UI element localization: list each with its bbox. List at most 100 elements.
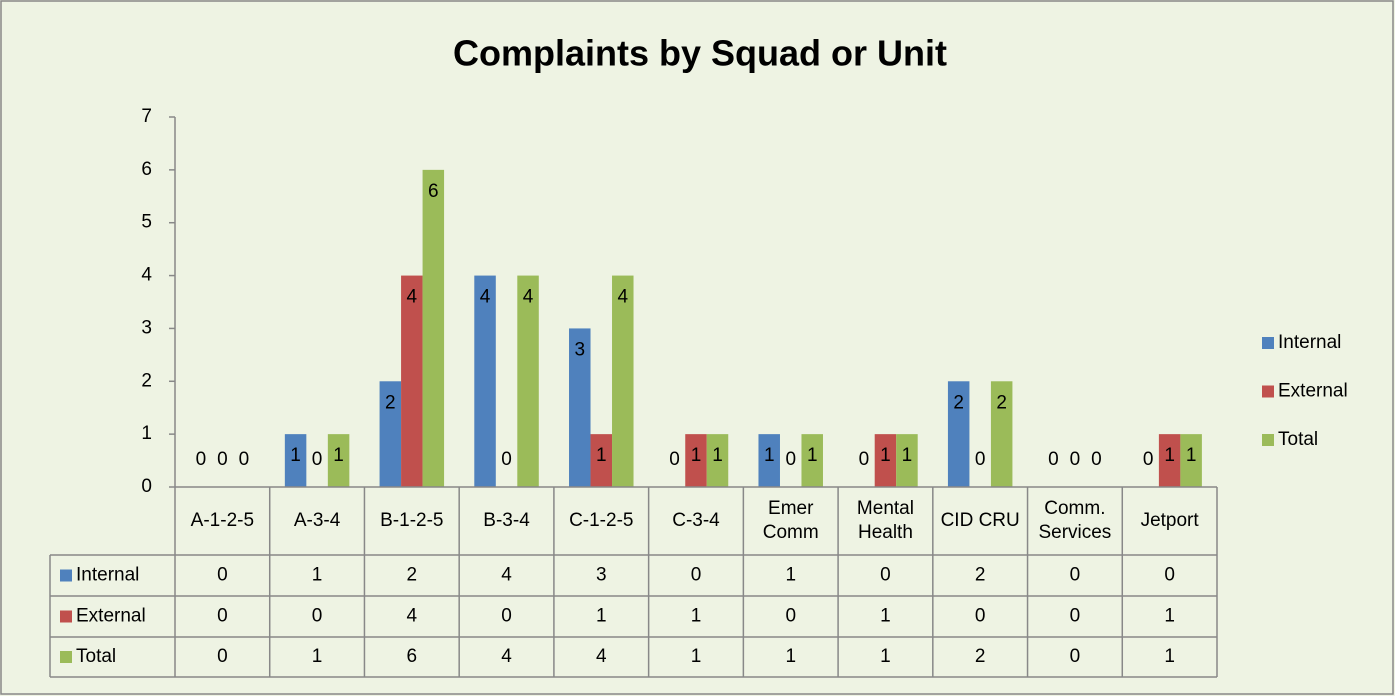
table-cell: 1: [691, 606, 702, 627]
x-tick-label: A-1-2-5: [190, 510, 255, 531]
table-cell: 1: [312, 565, 323, 586]
bar: [612, 275, 634, 487]
bar: [379, 381, 402, 487]
y-tick-label: 3: [141, 317, 152, 338]
table-cell: 0: [217, 565, 228, 586]
table-cell: 0: [785, 606, 796, 627]
table-cell: 0: [1070, 606, 1081, 627]
legend-key: [60, 569, 72, 582]
table-cell: 4: [501, 646, 512, 667]
data-label: 1: [1186, 445, 1197, 466]
data-label: 0: [859, 449, 870, 470]
x-tick-label: C-3-4: [672, 510, 720, 531]
data-label: 0: [239, 449, 250, 470]
x-tick-label: A-3-4: [293, 510, 341, 531]
table-cell: 0: [691, 565, 702, 586]
y-tick-label: 0: [141, 476, 152, 497]
bar: [1158, 434, 1181, 487]
bar: [327, 434, 350, 487]
y-tick-label: 2: [141, 370, 152, 391]
table-cell: 2: [975, 565, 986, 586]
data-label: 1: [1164, 445, 1175, 466]
data-label: 1: [712, 445, 723, 466]
table-cell: 1: [880, 606, 891, 627]
bar: [422, 169, 445, 487]
data-label: 6: [428, 181, 439, 202]
data-label: 0: [217, 449, 228, 470]
data-label: 2: [953, 392, 964, 413]
data-label: 1: [807, 445, 818, 466]
table-cell: 4: [596, 646, 607, 667]
bar: [874, 434, 897, 487]
data-label: 4: [523, 287, 534, 308]
bar: [947, 381, 970, 487]
table-cell: 0: [217, 646, 228, 667]
bar: [758, 434, 780, 487]
bar: [401, 275, 423, 487]
table-cell: 0: [312, 606, 323, 627]
data-label: 0: [1091, 449, 1102, 470]
y-tick-label: 6: [141, 159, 152, 180]
data-label: 4: [617, 287, 628, 308]
bar: [896, 434, 918, 487]
bar: [590, 434, 613, 487]
legend-label: Internal: [1278, 332, 1341, 353]
x-tick-label: C-1-2-5: [569, 510, 634, 531]
table-cell: 1: [1164, 606, 1175, 627]
row-header: External: [76, 606, 146, 627]
x-tick-label: B-3-4: [483, 510, 530, 531]
x-tick-label: Jetport: [1140, 510, 1199, 531]
data-label: 1: [764, 445, 775, 466]
table-cell: 2: [407, 565, 418, 586]
table-cell: 0: [880, 565, 891, 586]
x-tick-label: Emer Comm: [762, 498, 819, 543]
bar: [474, 275, 496, 487]
y-tick-label: 5: [141, 212, 152, 233]
data-label: 2: [385, 392, 396, 413]
legend-key: [1262, 434, 1274, 446]
bar: [284, 434, 307, 487]
data-label: 1: [596, 445, 607, 466]
data-label: 1: [691, 445, 702, 466]
data-label: 0: [975, 449, 986, 470]
data-label: 1: [902, 445, 913, 466]
bar: [685, 434, 707, 487]
table-cell: 0: [1070, 565, 1081, 586]
data-label: 0: [1048, 449, 1059, 470]
bar: [1180, 434, 1202, 487]
legend-key: [60, 651, 72, 663]
y-tick-label: 1: [141, 423, 152, 444]
table-cell: 1: [691, 646, 702, 667]
x-tick-label: Comm. Services: [1038, 498, 1112, 543]
table-cell: 1: [785, 646, 796, 667]
table-cell: 0: [975, 606, 986, 627]
data-label: 4: [480, 287, 491, 308]
table-cell: 2: [975, 646, 986, 667]
data-label: 0: [669, 449, 680, 470]
y-tick-label: 7: [141, 106, 152, 127]
bar: [801, 434, 823, 487]
table-cell: 0: [501, 606, 512, 627]
table-cell: 0: [217, 606, 228, 627]
table-cell: 0: [1164, 565, 1175, 586]
table-cell: 6: [407, 646, 418, 667]
bar: [517, 275, 539, 487]
legend-label: Total: [1278, 429, 1318, 450]
table-cell: 4: [407, 606, 418, 627]
data-label: 1: [333, 445, 344, 466]
data-label: 0: [501, 449, 512, 470]
bar: [706, 434, 729, 487]
data-label: 0: [196, 449, 207, 470]
x-tick-label: CID CRU: [940, 510, 1020, 531]
data-label: 4: [407, 287, 418, 308]
table-cell: 3: [596, 565, 607, 586]
x-tick-label: B-1-2-5: [380, 510, 444, 531]
row-header: Internal: [76, 565, 139, 586]
chart-title: Complaints by Squad or Unit: [453, 33, 947, 74]
data-label: 3: [574, 339, 585, 360]
data-label: 0: [1143, 449, 1154, 470]
bar: [990, 381, 1013, 487]
table-cell: 1: [785, 565, 796, 586]
